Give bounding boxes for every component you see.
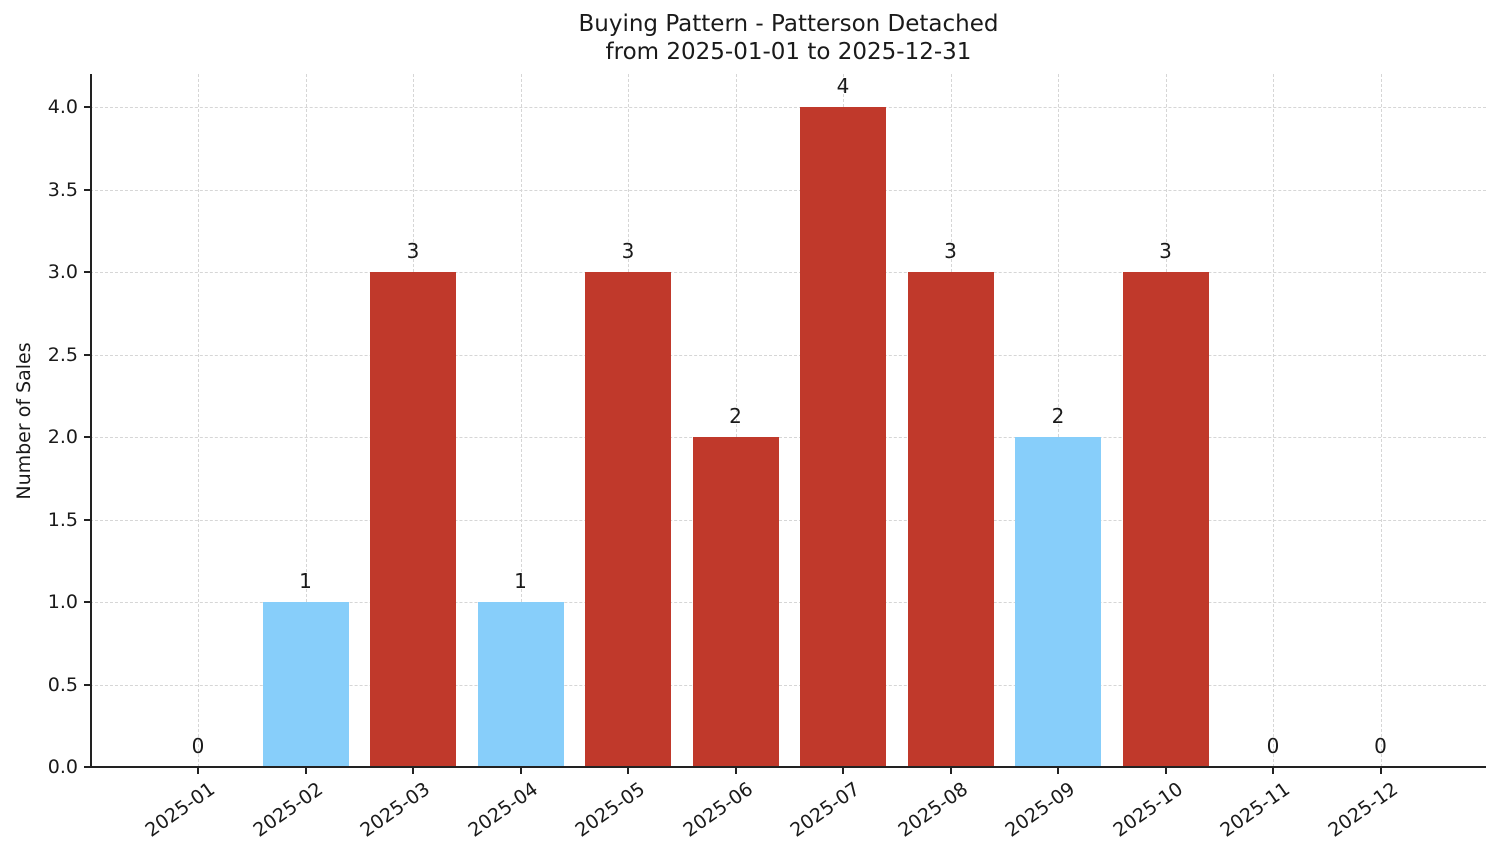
h-gridline <box>90 354 1486 356</box>
x-tick <box>1379 767 1382 774</box>
y-tick-label: 0.5 <box>47 673 78 696</box>
y-tick <box>84 683 90 686</box>
y-tick-label: 4.0 <box>47 96 78 118</box>
y-tick-label: 1.5 <box>47 508 78 531</box>
bar-2025-03 <box>370 272 456 767</box>
x-tick-label: 2025-10 <box>1108 778 1187 842</box>
bar-2025-05 <box>585 272 671 767</box>
y-tick <box>84 271 90 273</box>
x-tick <box>304 767 307 774</box>
y-tick-label: 3.0 <box>47 261 78 283</box>
bar-2025-09 <box>1015 437 1101 767</box>
bar-value-label: 0 <box>1374 734 1387 758</box>
x-tick <box>842 767 844 774</box>
bar-2025-07 <box>800 107 886 767</box>
x-tick <box>197 767 199 774</box>
x-tick-label: 2025-01 <box>141 778 220 842</box>
bar-value-label: 0 <box>1266 734 1280 758</box>
bar-value-label: 3 <box>406 239 420 263</box>
y-tick <box>84 518 90 521</box>
bar-2025-06 <box>692 437 779 767</box>
x-tick <box>627 767 629 774</box>
x-tick <box>519 767 522 774</box>
bar-2025-04 <box>477 602 564 767</box>
h-gridline <box>90 189 1486 191</box>
x-tick-label: 2025-03 <box>356 778 435 842</box>
x-tick-label: 2025-09 <box>1001 778 1080 842</box>
x-tick-label: 2025-11 <box>1216 778 1295 842</box>
bar-value-label: 1 <box>514 569 527 593</box>
subtitle-line: from 2025-01-01 to 2025-12-31 <box>605 39 972 65</box>
h-gridline <box>90 684 1486 686</box>
y-tick <box>84 188 90 191</box>
y-tick <box>84 436 90 438</box>
y-tick <box>84 106 90 108</box>
bar-value-label: 0 <box>191 734 205 758</box>
bar-2025-10 <box>1122 272 1209 767</box>
v-gridline <box>1273 74 1274 767</box>
bar-value-label: 2 <box>1051 404 1065 428</box>
v-gridline <box>305 74 307 767</box>
y-tick-label: 0.0 <box>47 756 78 778</box>
x-tick-label: 2025-07 <box>786 778 865 842</box>
y-tick-label: 3.5 <box>47 178 78 201</box>
v-gridline <box>1058 74 1059 767</box>
x-tick-label: 2025-05 <box>571 778 650 842</box>
y-tick-label: 1.0 <box>47 591 78 613</box>
bar-value-label: 2 <box>729 404 742 428</box>
bar-2025-08 <box>907 272 994 767</box>
y-tick <box>84 353 90 356</box>
v-gridline <box>198 74 199 767</box>
x-tick <box>949 767 952 774</box>
x-tick-label: 2025-04 <box>463 778 542 842</box>
x-tick-label: 2025-08 <box>893 778 972 842</box>
y-tick-label: 2.5 <box>47 343 78 366</box>
h-gridline <box>90 437 1486 438</box>
y-axis-label: Number of Sales <box>13 342 35 500</box>
h-gridline <box>90 602 1486 603</box>
x-tick <box>734 767 737 774</box>
x-tick <box>1272 767 1274 774</box>
x-tick-label: 2025-12 <box>1323 778 1402 842</box>
y-tick <box>84 766 90 768</box>
bar-value-label: 4 <box>836 74 850 98</box>
h-gridline <box>90 519 1486 521</box>
y-tick-label: 2.0 <box>47 426 78 448</box>
bar-value-label: 3 <box>944 239 957 263</box>
bar-value-label: 1 <box>299 569 312 593</box>
bar-2025-02 <box>262 602 349 767</box>
bar-value-label: 3 <box>1159 239 1172 263</box>
x-tick-label: 2025-02 <box>248 778 327 842</box>
v-gridline <box>735 74 737 767</box>
x-tick <box>1057 767 1059 774</box>
x-tick <box>412 767 414 774</box>
v-gridline <box>1380 74 1382 767</box>
y-tick <box>84 601 90 603</box>
chart-title: Buying Pattern - Patterson Detached from… <box>0 10 1501 66</box>
y-axis-line <box>90 74 92 768</box>
bar-value-label: 3 <box>621 239 635 263</box>
h-gridline <box>90 107 1486 108</box>
x-axis-line <box>90 766 1486 768</box>
h-gridline <box>90 272 1486 273</box>
title-line: Buying Pattern - Patterson Detached <box>578 11 999 37</box>
x-tick-label: 2025-06 <box>678 778 757 842</box>
v-gridline <box>520 74 522 767</box>
x-tick <box>1164 767 1167 774</box>
